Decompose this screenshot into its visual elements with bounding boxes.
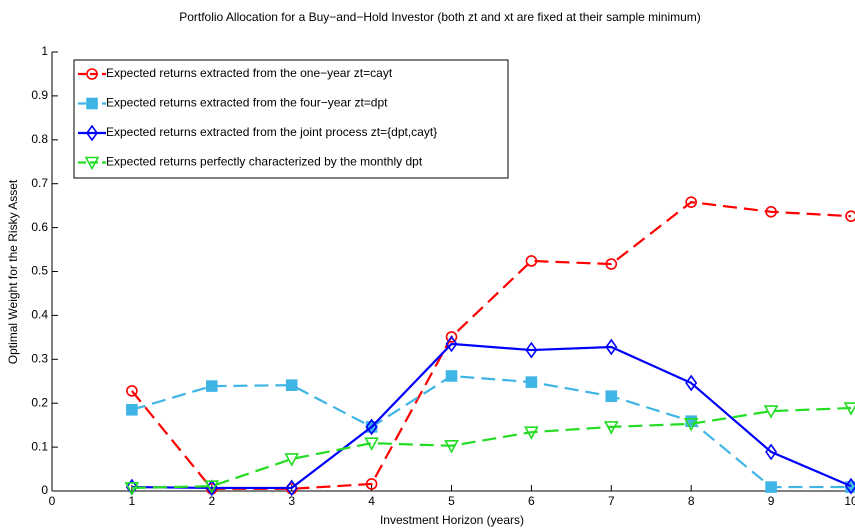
x-tick-label: 7 xyxy=(608,494,615,508)
series-line xyxy=(131,406,852,490)
marker xyxy=(605,258,618,270)
y-tick-label: 0.8 xyxy=(31,132,48,146)
marker xyxy=(285,479,298,497)
marker xyxy=(445,370,458,382)
legend-label: Expected returns extracted from the one−… xyxy=(106,66,393,80)
marker xyxy=(124,482,140,496)
marker xyxy=(445,331,458,343)
y-tick-label: 0.6 xyxy=(31,220,48,234)
legend-label: Expected returns extracted from the join… xyxy=(106,125,437,139)
series-line xyxy=(131,200,852,490)
marker xyxy=(284,453,300,467)
x-tick-label: 3 xyxy=(288,494,295,508)
y-tick-label: 0.5 xyxy=(31,264,48,278)
marker xyxy=(285,379,298,392)
x-tick-label: 9 xyxy=(768,494,775,508)
x-tick-label: 6 xyxy=(528,494,535,508)
y-tick-label: 0.4 xyxy=(31,308,48,322)
series-line xyxy=(131,342,852,490)
marker xyxy=(206,380,218,392)
marker xyxy=(126,385,138,397)
marker xyxy=(765,443,778,461)
y-tick-label: 0.9 xyxy=(31,88,48,102)
legend: Expected returns extracted from the one−… xyxy=(73,59,509,179)
y-tick-label: 0.7 xyxy=(31,176,48,190)
marker xyxy=(365,418,378,436)
marker xyxy=(524,426,539,440)
marker xyxy=(765,481,777,493)
marker xyxy=(683,418,699,432)
marker xyxy=(765,205,777,218)
marker xyxy=(525,341,538,359)
marker xyxy=(204,480,220,494)
legend-box xyxy=(73,59,509,179)
marker xyxy=(525,376,538,388)
marker xyxy=(126,403,138,416)
marker xyxy=(364,437,379,451)
x-tick-label: 8 xyxy=(688,494,695,508)
marker xyxy=(84,156,100,171)
x-tick-label: 2 xyxy=(208,494,215,508)
marker xyxy=(845,210,855,222)
marker xyxy=(365,478,378,490)
marker xyxy=(86,68,98,80)
marker xyxy=(843,402,855,416)
marker xyxy=(603,421,619,435)
marker xyxy=(605,338,618,356)
legend-label: Expected returns perfectly characterized… xyxy=(106,155,423,169)
marker xyxy=(445,335,458,353)
marker xyxy=(86,124,98,142)
marker xyxy=(525,255,538,267)
marker xyxy=(86,97,98,110)
marker xyxy=(685,196,698,208)
y-tick-label: 0.1 xyxy=(31,439,48,453)
marker xyxy=(845,477,855,495)
x-tick-label: 10 xyxy=(844,494,855,508)
x-tick-label: 5 xyxy=(448,494,455,508)
x-tick-label: 4 xyxy=(368,494,375,508)
marker xyxy=(685,374,698,392)
y-tick-label: 0 xyxy=(41,483,48,497)
x-tick-label: 0 xyxy=(49,494,56,508)
chart-title: Portfolio Allocation for a Buy−and−Hold … xyxy=(179,10,701,24)
x-axis-label: Investment Horizon (years) xyxy=(380,513,524,527)
marker xyxy=(605,390,618,402)
series-line xyxy=(131,374,851,489)
legend-label: Expected returns extracted from the four… xyxy=(106,96,388,110)
marker xyxy=(444,439,459,454)
marker xyxy=(763,405,779,419)
y-tick-label: 0.3 xyxy=(31,351,48,365)
x-tick-label: 1 xyxy=(129,494,136,508)
y-tick-label: 0.2 xyxy=(31,395,48,409)
y-axis-label: Optimal Weight for the Risky Asset xyxy=(6,179,20,364)
y-tick-label: 1 xyxy=(41,44,48,58)
